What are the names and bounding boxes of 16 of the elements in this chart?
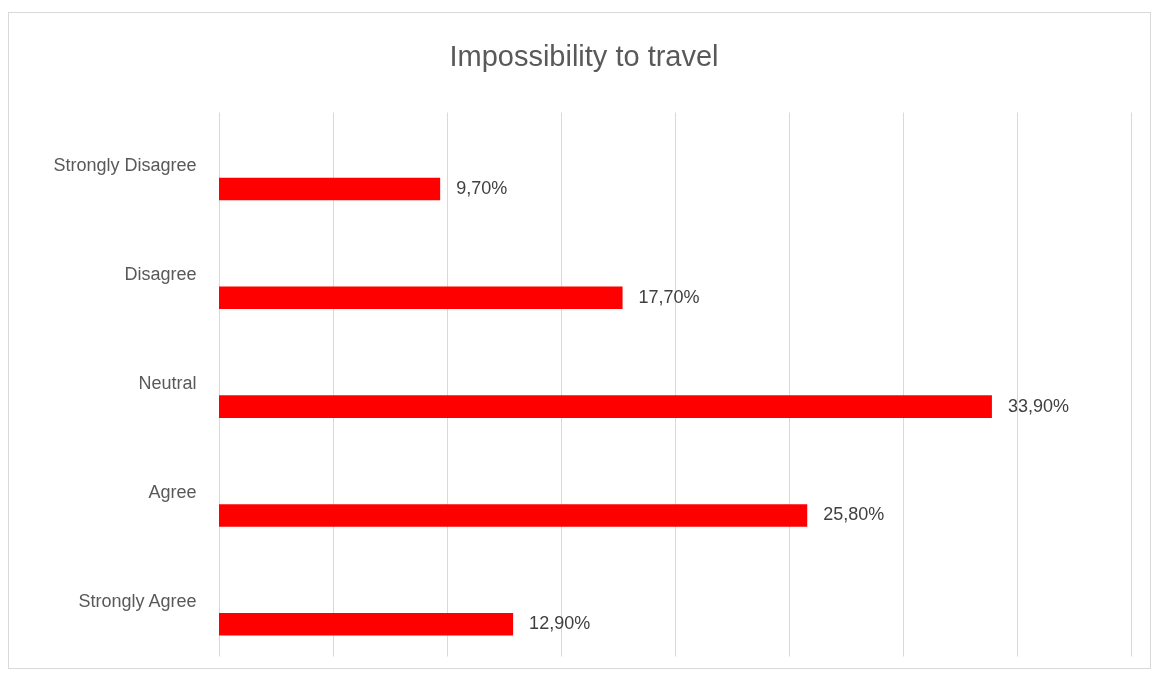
y-tick-label: Neutral: [138, 373, 197, 393]
bar: [219, 177, 441, 201]
data-label: 33,90%: [1007, 395, 1069, 416]
bar: [219, 286, 623, 310]
bar: [219, 504, 808, 527]
data-label: 25,80%: [823, 504, 885, 525]
data-label: 17,70%: [638, 286, 700, 307]
data-label: 12,90%: [529, 613, 591, 634]
bar: [219, 612, 514, 636]
data-label: 9,70%: [456, 178, 508, 199]
y-tick-label: Disagree: [124, 264, 197, 285]
bar: [219, 395, 992, 418]
y-tick-label: Strongly Disagree: [53, 155, 197, 176]
y-tick-label: Agree: [148, 481, 197, 502]
chart-title: Impossibility to travel: [449, 40, 719, 72]
y-tick-label: Strongly Agree: [78, 590, 197, 611]
